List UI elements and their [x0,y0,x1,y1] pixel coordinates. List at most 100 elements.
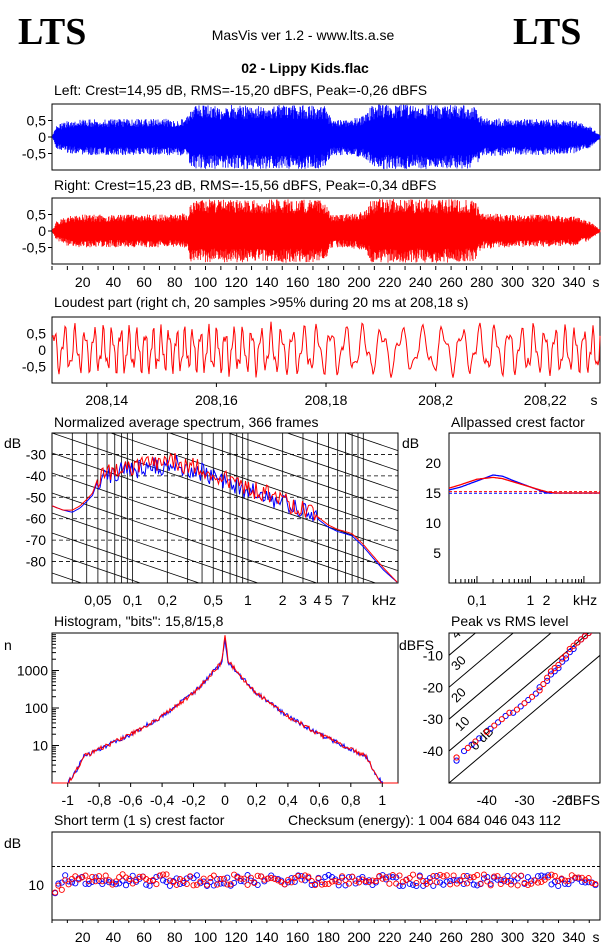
peakrms-point-right [536,687,543,694]
time-axis-label: 160 [286,274,310,290]
time-axis-label: 80 [167,274,183,290]
crest-xtick-label: 140 [255,929,279,945]
histogram-xtick-label: 0,2 [247,792,267,808]
crest-point-right [295,873,302,880]
waveform-left-series [52,104,601,170]
crest-point-right [393,880,400,887]
histogram-xtick-label: 1 [378,792,386,808]
crest-point-right [403,876,410,884]
spectrum-ytick-label: -80 [26,554,46,570]
crest-point-right [335,879,342,886]
crest-point-right [193,881,200,888]
crest-point-right [106,877,113,884]
crest-point-right [291,875,298,882]
crest-point-right [423,880,430,887]
spectrum-slope-line [286,433,398,472]
crest-point-right [332,878,339,885]
crest-point-left [231,879,238,886]
peakrms-point-right [555,661,562,669]
spectrum-xtick-label: 4 [313,592,321,608]
crest-point-left [447,877,454,885]
crest-point-right [318,881,325,888]
crest-point-right [85,877,92,885]
crest-point-left [359,873,366,881]
crest-point-right [264,875,271,882]
crest-point-right [480,871,488,878]
peakrms-xtick-label: -20 [552,792,572,808]
crest-xtick-label: 40 [106,929,122,945]
crest-point-right [305,873,312,880]
spectrum-ytick-label: -70 [26,532,46,548]
crest-point-right [565,877,572,884]
crest-point-left [399,882,406,889]
peakrms-point-right [559,655,566,662]
crest-point-right [467,874,474,881]
crest-point-right [561,877,569,884]
peakrms-point-right [570,642,577,649]
crest-point-right [312,882,319,889]
peakrms-ytick-label: -40 [423,743,443,759]
loudest-xunit: s [591,392,598,408]
crest-point-right [426,878,433,885]
spectrum-slope-line [52,572,83,583]
spectrum-xtick-label: 0,2 [158,592,178,608]
peakrms-point-left [517,703,524,710]
crest-point-right [433,879,440,886]
crest-point-right [133,877,140,884]
time-axis-label: 60 [136,274,152,290]
crest-point-left [467,877,474,884]
peakrms-point-left [532,690,539,697]
spectrum-xtick-label: 0,1 [123,592,143,608]
crest-point-left [72,880,79,887]
crest-point-left [409,881,417,888]
histogram-xtick-label: -0,2 [181,792,205,808]
crest-point-left [133,878,140,885]
spectrum-ytick-label: -30 [26,446,46,462]
waveform-left-ytick-label: 0 [38,129,46,145]
time-axis-label: 340 [562,274,586,290]
peak-rms-title: Peak vs RMS level [451,613,568,629]
crest-point-left [541,873,548,880]
histogram-ytick-label: 100 [25,700,49,716]
peakrms-point-right [521,700,528,707]
peakrms-point-left [502,712,509,720]
crest-xtick-label: 120 [225,929,249,945]
crest-point-right [109,881,116,888]
peakrms-point-right [585,633,592,637]
crest-point-right [450,872,457,879]
loudest-part-title: Loudest part (right ch, 20 samples >95% … [54,294,468,310]
crest-point-left [578,878,585,885]
loudest-part-series [51,321,601,378]
crest-xtick-label: 100 [194,929,218,945]
time-axis-label: 40 [106,274,122,290]
crest-point-right [129,880,136,887]
allpass-xtick-label: 1 [527,592,535,608]
spectrum-plot-area [52,433,398,583]
loudest-xtick-label: 208,18 [305,392,348,408]
crest-point-right [585,875,592,882]
peakrms-point-left [494,719,502,726]
crest-point-left [480,875,488,882]
crest-point-right [190,882,197,889]
peakrms-xlabel: dBFS [565,792,600,808]
crest-point-right [457,877,464,885]
crest-point-left [112,881,119,888]
crest-point-left [507,877,515,884]
time-axis-label: 200 [347,274,371,290]
crest-point-left [555,882,562,890]
crest-point-left [291,878,298,885]
peakrms-point-left [525,696,532,704]
crest-point-right [443,872,450,879]
crest-point-right [268,875,275,882]
crest-point-right [271,875,278,882]
crest-point-right [382,874,390,881]
peakrms-point-right [551,665,558,672]
crest-point-left [62,872,69,879]
peakrms-point-left [544,677,551,684]
time-axis-label: 180 [317,274,341,290]
crest-point-left [433,873,440,880]
peakrms-ylabel: dBFS [399,637,434,653]
allpass-ytick-label: 10 [425,515,441,531]
checksum-text: Checksum (energy): 1 004 684 046 043 112 [288,812,561,828]
histogram-xtick-label: -1 [62,792,75,808]
